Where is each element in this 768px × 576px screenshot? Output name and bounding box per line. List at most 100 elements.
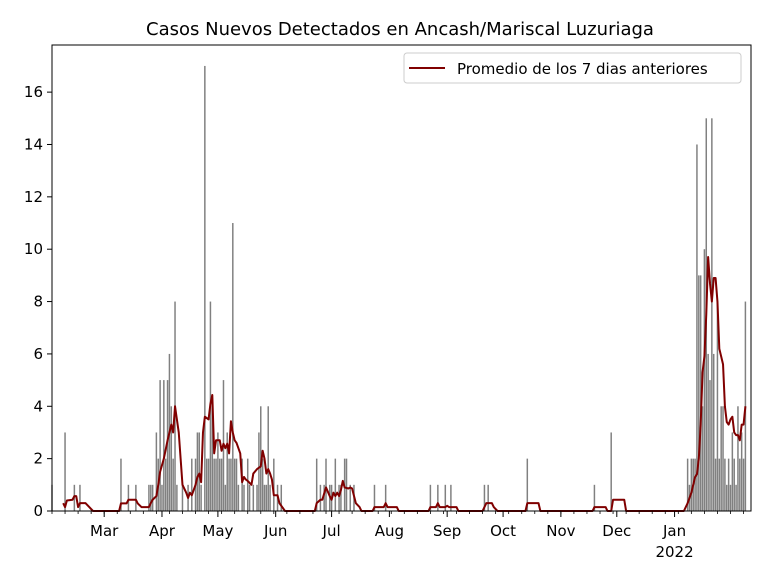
- bar: [170, 406, 173, 511]
- bar: [694, 458, 696, 511]
- bar: [226, 432, 228, 511]
- bar: [698, 275, 700, 511]
- bar: [742, 458, 745, 511]
- x-tick-label: Sep: [433, 522, 461, 540]
- bar: [450, 484, 452, 511]
- bar: [127, 484, 130, 511]
- bar: [733, 458, 735, 511]
- y-tick-label: 0: [33, 502, 43, 520]
- bar: [437, 484, 439, 511]
- bar: [716, 301, 719, 511]
- bar: [593, 484, 596, 511]
- bar: [429, 484, 432, 511]
- bar: [217, 432, 219, 511]
- chart-title: Casos Nuevos Detectados en Ancash/Marisc…: [146, 19, 654, 40]
- bar: [135, 484, 137, 511]
- bar: [483, 484, 486, 511]
- bar: [161, 484, 163, 511]
- plot-frame: [51, 44, 752, 512]
- y-tick-label: 12: [24, 188, 43, 206]
- bar: [701, 406, 704, 511]
- bar: [349, 484, 351, 511]
- y-tick-label: 6: [33, 345, 43, 363]
- legend-frame: [403, 52, 742, 84]
- legend: Promedio de los 7 dias anteriores: [403, 52, 742, 84]
- bar: [196, 432, 199, 511]
- bar: [315, 458, 318, 511]
- bar: [258, 432, 260, 511]
- bar: [148, 484, 150, 511]
- bar: [228, 458, 230, 511]
- bar: [120, 458, 122, 511]
- bar: [714, 458, 717, 511]
- y-tick-label: 2: [33, 450, 43, 468]
- bar: [213, 458, 215, 511]
- bar: [235, 458, 238, 511]
- bar: [727, 458, 730, 511]
- x-tick-label: Aug: [375, 522, 404, 540]
- bar: [696, 144, 698, 512]
- bar: [205, 458, 208, 511]
- bar: [729, 484, 732, 511]
- bar: [166, 380, 169, 511]
- bar: [220, 458, 223, 511]
- bar: [261, 458, 264, 511]
- bar: [487, 484, 489, 511]
- bar: [739, 458, 741, 511]
- x-tick-label: Mar: [90, 522, 119, 540]
- bar: [64, 432, 66, 511]
- bar: [219, 458, 221, 511]
- bar: [256, 484, 258, 511]
- bar: [198, 432, 200, 511]
- bar: [181, 484, 184, 511]
- bar: [373, 484, 376, 511]
- bar: [191, 458, 193, 511]
- x-tick-label: Oct: [490, 522, 516, 540]
- bar: [737, 406, 739, 511]
- bar: [211, 406, 214, 511]
- bar: [444, 484, 447, 511]
- bar: [735, 484, 737, 511]
- bar: [207, 458, 210, 511]
- bar: [690, 458, 693, 511]
- bar: [237, 484, 240, 511]
- bar: [159, 380, 161, 511]
- x-tick-label: Nov: [546, 522, 575, 540]
- axes: 0 2 4 6 8 10 12 14 16 Mar Apr May Jun Jul Aug Sep Oct Nov…: [24, 44, 752, 561]
- bar: [345, 458, 348, 511]
- bar: [163, 380, 165, 511]
- x-tick-year-label: 2022: [655, 543, 693, 561]
- legend-label: Promedio de los 7 dias anteriores: [457, 60, 708, 78]
- bar: [252, 484, 255, 511]
- bar-series: [51, 65, 747, 512]
- bar: [712, 353, 715, 511]
- bar: [151, 484, 154, 511]
- bar: [280, 484, 283, 511]
- y-tick-label: 10: [24, 240, 43, 258]
- bar: [323, 484, 325, 511]
- bar: [711, 118, 713, 512]
- y-tick-label: 8: [33, 293, 43, 311]
- moving-average-line: [62, 256, 747, 512]
- x-tick-label: Jul: [322, 522, 341, 540]
- bar: [224, 484, 227, 511]
- bar: [325, 458, 327, 511]
- y-tick-label: 4: [33, 397, 43, 415]
- bar: [703, 249, 706, 511]
- bar: [720, 406, 722, 511]
- bar: [718, 458, 721, 511]
- bar: [740, 432, 743, 511]
- bar: [241, 458, 243, 511]
- bar: [172, 458, 174, 511]
- bar: [526, 458, 529, 511]
- bar: [200, 484, 202, 511]
- bar: [233, 458, 236, 511]
- bar: [686, 458, 689, 511]
- bar: [265, 484, 268, 511]
- bar: [204, 65, 206, 511]
- bar: [246, 458, 249, 511]
- bar: [269, 484, 271, 511]
- x-tick-label: Jun: [263, 522, 287, 540]
- bar: [273, 458, 275, 511]
- bar: [150, 484, 152, 511]
